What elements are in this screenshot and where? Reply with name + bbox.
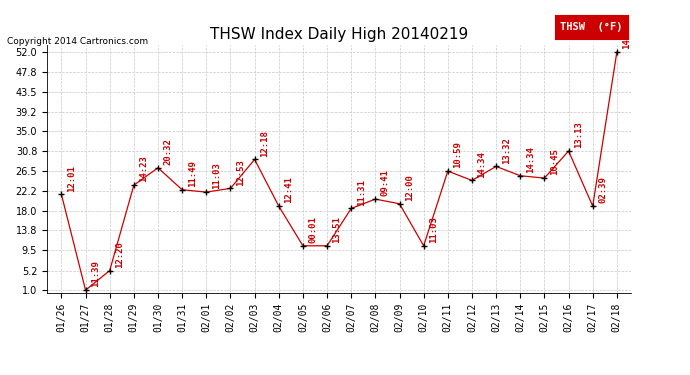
Text: 11:31: 11:31: [357, 179, 366, 206]
Text: 10:59: 10:59: [453, 141, 462, 168]
Text: 09:41: 09:41: [381, 170, 390, 196]
Text: 12:41: 12:41: [284, 177, 293, 203]
Text: 12:00: 12:00: [405, 174, 414, 201]
Text: 12:20: 12:20: [115, 241, 124, 268]
Text: 13:32: 13:32: [502, 137, 511, 164]
Text: THSW  (°F): THSW (°F): [560, 22, 623, 32]
Title: THSW Index Daily High 20140219: THSW Index Daily High 20140219: [210, 27, 469, 42]
Text: 10:45: 10:45: [550, 148, 559, 175]
Text: 13:13: 13:13: [574, 122, 583, 148]
Text: 00:01: 00:01: [308, 216, 317, 243]
Text: 11:03: 11:03: [212, 162, 221, 189]
Text: 14:34: 14:34: [526, 146, 535, 173]
Text: 12:53: 12:53: [236, 159, 245, 186]
Text: 14:44: 14:44: [622, 22, 631, 49]
Text: 11:39: 11:39: [91, 261, 100, 287]
Text: 14:23: 14:23: [139, 156, 148, 182]
Text: 11:49: 11:49: [188, 160, 197, 187]
Text: 20:32: 20:32: [164, 138, 172, 165]
Text: Copyright 2014 Cartronics.com: Copyright 2014 Cartronics.com: [7, 38, 148, 46]
Text: 13:51: 13:51: [333, 216, 342, 243]
Text: 14:34: 14:34: [477, 151, 486, 178]
Text: 12:01: 12:01: [67, 165, 76, 192]
Text: 02:39: 02:39: [598, 177, 607, 203]
Text: 11:03: 11:03: [429, 216, 438, 243]
Text: 12:18: 12:18: [260, 130, 269, 157]
